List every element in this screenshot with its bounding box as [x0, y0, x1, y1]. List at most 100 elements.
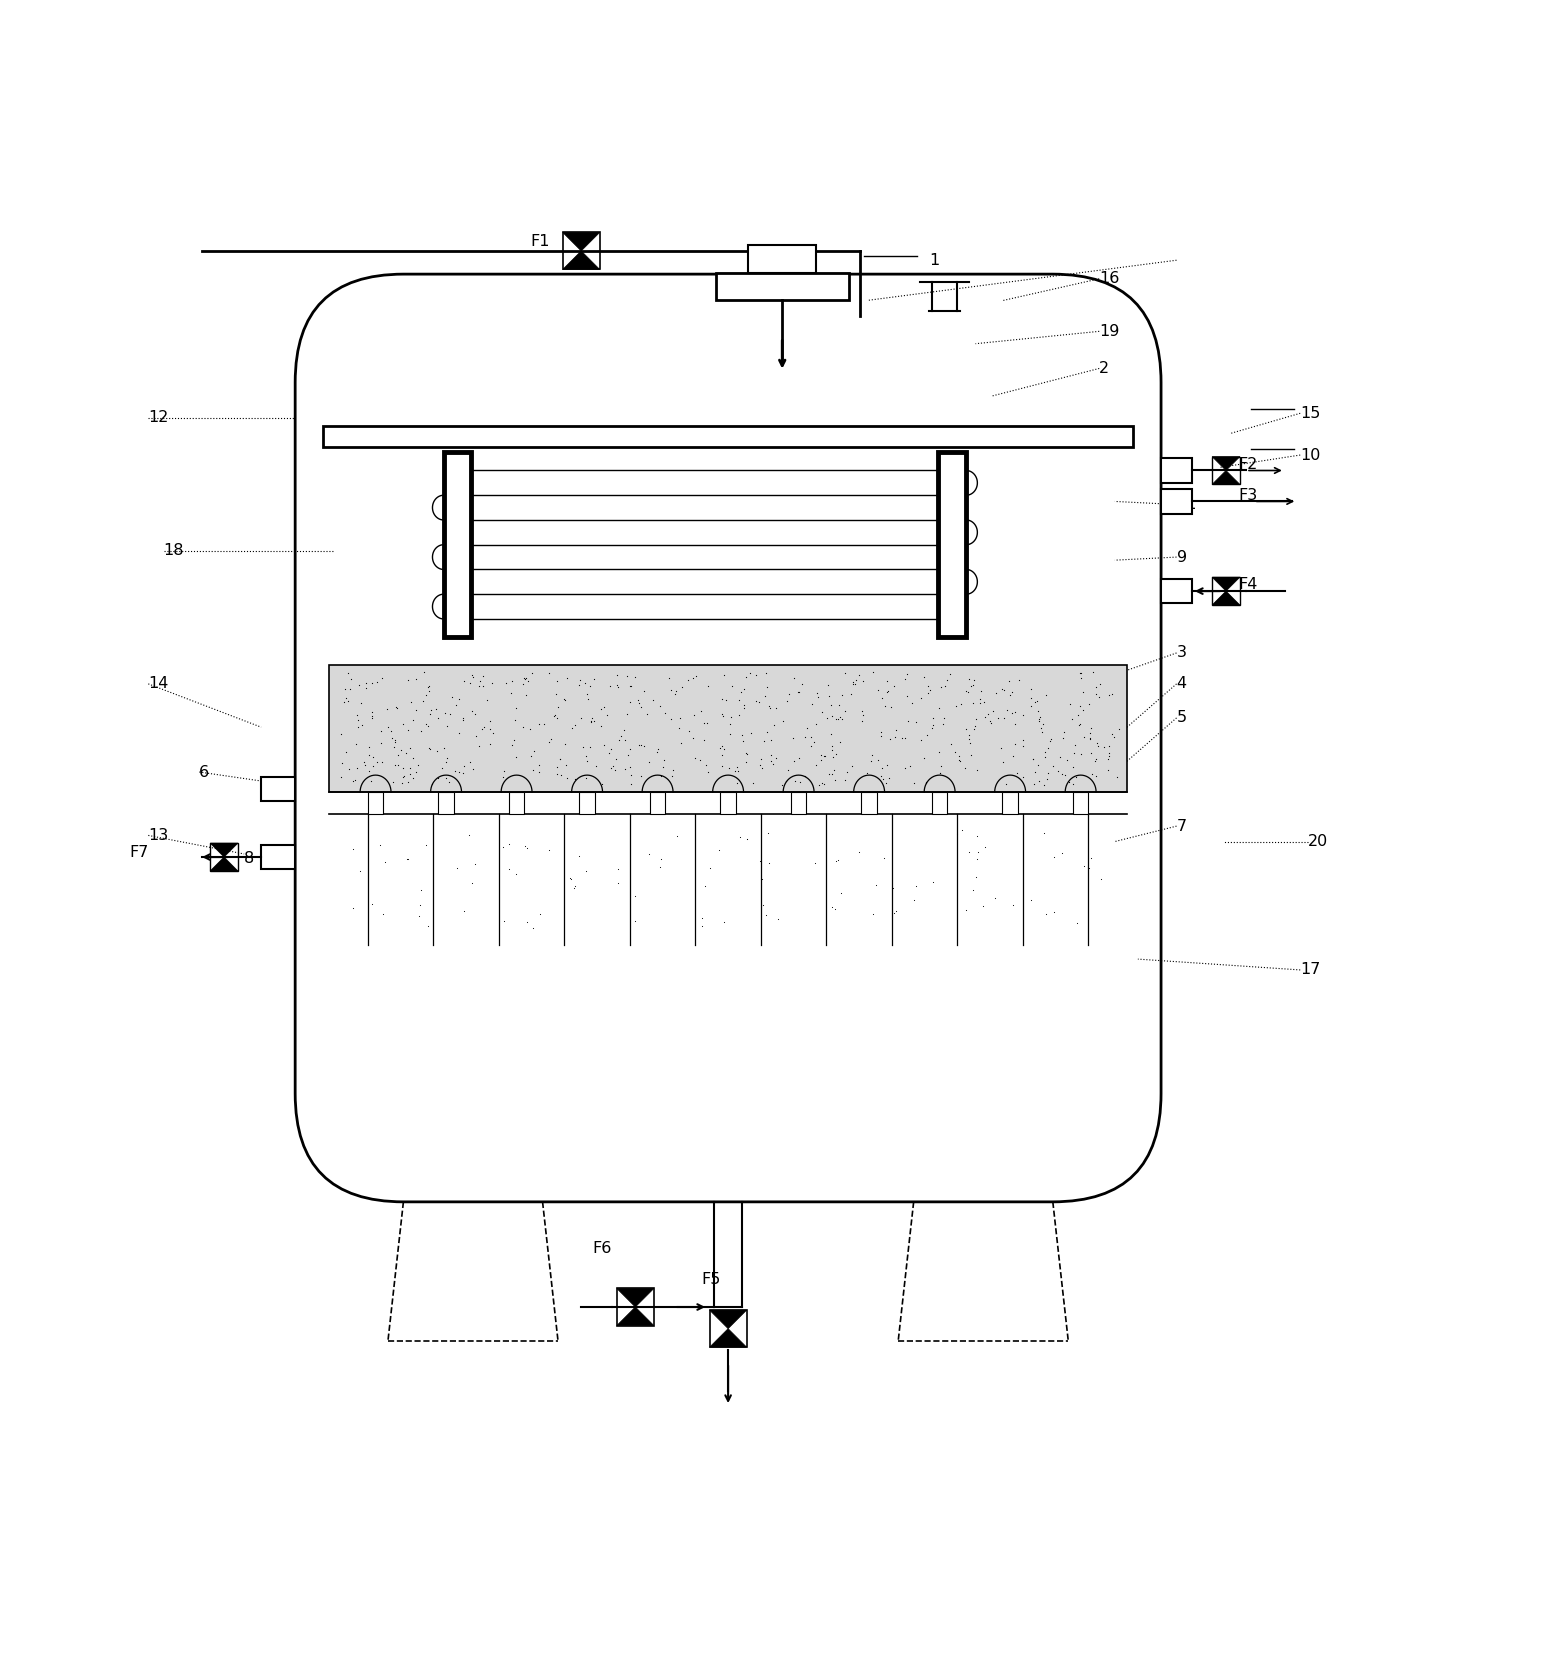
Point — [840, 753, 864, 780]
Point — [739, 719, 764, 746]
Point — [328, 721, 353, 748]
Point — [1060, 753, 1084, 780]
Point — [1030, 719, 1055, 746]
Point — [553, 729, 578, 756]
Point — [793, 763, 818, 790]
Point — [603, 756, 627, 783]
Point — [336, 659, 361, 686]
Point — [827, 703, 852, 729]
Point — [1083, 746, 1108, 773]
Point — [977, 708, 1002, 735]
Polygon shape — [1211, 590, 1239, 605]
Point — [793, 723, 818, 750]
Point — [1078, 740, 1103, 766]
Point — [494, 669, 519, 696]
Text: F2: F2 — [1238, 456, 1258, 471]
Point — [1106, 716, 1131, 743]
Point — [847, 838, 872, 865]
Point — [514, 681, 539, 708]
Bar — [709, 1310, 747, 1347]
Point — [339, 666, 364, 693]
Point — [874, 751, 898, 778]
Point — [466, 733, 491, 760]
Point — [582, 666, 607, 693]
Point — [663, 681, 688, 708]
Point — [531, 711, 556, 738]
Point — [618, 753, 643, 780]
Point — [390, 763, 415, 790]
Point — [709, 686, 734, 713]
Point — [341, 896, 366, 922]
Point — [1100, 721, 1125, 748]
Point — [604, 672, 629, 699]
Point — [863, 870, 888, 897]
Point — [333, 676, 358, 703]
Point — [774, 688, 799, 714]
Point — [404, 758, 429, 785]
Point — [606, 728, 630, 755]
Point — [503, 743, 528, 770]
Point — [510, 713, 534, 740]
Point — [452, 753, 477, 780]
Point — [644, 740, 669, 766]
Point — [401, 765, 426, 792]
Point — [956, 666, 981, 693]
Point — [680, 724, 705, 751]
Point — [347, 857, 372, 884]
Point — [344, 701, 369, 728]
Point — [548, 745, 573, 771]
Point — [709, 741, 734, 768]
Text: 1: 1 — [929, 253, 939, 268]
Point — [819, 693, 844, 719]
Point — [892, 755, 917, 781]
Point — [657, 666, 682, 693]
Point — [756, 820, 781, 847]
Point — [973, 703, 998, 729]
Point — [618, 672, 643, 699]
Point — [418, 701, 443, 728]
Point — [990, 748, 1015, 775]
Point — [417, 678, 441, 704]
Point — [971, 689, 996, 716]
Point — [999, 699, 1024, 726]
Point — [871, 755, 895, 781]
Point — [471, 672, 496, 699]
Point — [734, 740, 759, 766]
Point — [513, 666, 538, 693]
Point — [1097, 740, 1121, 766]
Point — [353, 674, 378, 701]
Point — [352, 748, 376, 775]
Point — [722, 756, 747, 783]
Point — [627, 689, 652, 716]
Point — [830, 706, 855, 733]
Point — [528, 901, 553, 927]
Point — [733, 750, 757, 776]
Point — [723, 753, 748, 780]
Point — [860, 659, 884, 686]
Point — [1035, 901, 1060, 927]
Bar — [262, 845, 296, 869]
Point — [573, 765, 598, 792]
Bar — [748, 245, 816, 273]
Point — [840, 681, 864, 708]
Point — [827, 691, 852, 718]
Point — [463, 723, 488, 750]
Point — [1042, 899, 1067, 926]
Point — [575, 681, 599, 708]
Point — [826, 847, 850, 874]
Point — [503, 706, 528, 733]
Point — [451, 704, 476, 731]
Point — [480, 719, 505, 746]
Point — [429, 755, 454, 781]
Point — [499, 731, 524, 758]
Point — [353, 669, 378, 696]
Point — [380, 724, 404, 751]
Point — [946, 743, 971, 770]
Point — [751, 890, 776, 917]
Point — [359, 890, 384, 917]
Point — [869, 684, 894, 711]
Point — [1097, 743, 1121, 770]
Point — [503, 694, 528, 721]
Point — [810, 698, 835, 724]
Point — [380, 718, 404, 745]
